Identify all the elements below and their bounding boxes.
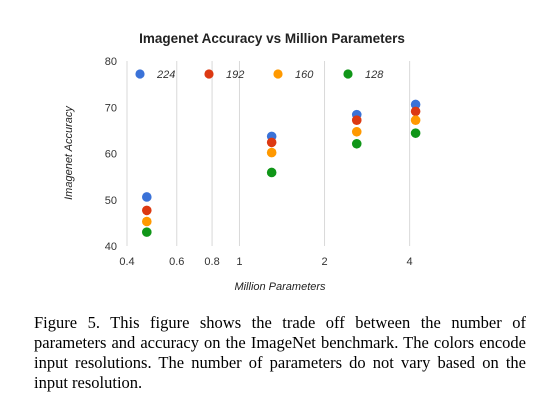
data-points [141, 99, 421, 237]
legend-label: 128 [365, 69, 384, 81]
legend-label: 224 [156, 69, 175, 81]
y-axis-ticks: 40 50 60 70 80 [105, 56, 117, 253]
data-point [351, 126, 362, 137]
x-axis-label: Million Parameters [234, 281, 326, 293]
data-point [141, 205, 152, 216]
legend-marker [273, 69, 283, 79]
x-tick-label: 1 [236, 256, 242, 268]
x-tick-label: 0.4 [119, 256, 134, 268]
data-point [351, 138, 362, 149]
data-point [351, 115, 362, 125]
data-point [266, 137, 277, 148]
y-tick-label: 50 [105, 195, 117, 207]
x-tick-label: 2 [321, 256, 327, 268]
y-tick-label: 60 [105, 149, 117, 161]
data-point [141, 227, 152, 237]
data-point [141, 192, 152, 202]
legend-marker [343, 69, 353, 79]
y-tick-label: 70 [105, 102, 117, 114]
data-point [410, 115, 421, 125]
y-tick-label: 80 [105, 56, 117, 68]
x-tick-label: 0.6 [169, 256, 184, 268]
data-point [266, 147, 277, 158]
x-tick-label: 4 [407, 256, 413, 268]
y-tick-label: 40 [105, 241, 117, 253]
legend-marker [204, 69, 214, 79]
legend-marker [135, 69, 145, 79]
data-point [141, 216, 152, 227]
y-axis-label: Imagenet Accuracy [63, 105, 75, 200]
chart-title: Imagenet Accuracy vs Million Parameters [139, 31, 405, 46]
scatter-chart: Imagenet Accuracy vs Million Parameters … [63, 31, 421, 293]
figure-caption: Figure 5. This figure shows the trade of… [34, 313, 526, 392]
data-point [266, 167, 277, 178]
legend-label: 160 [295, 69, 314, 81]
data-point [410, 128, 421, 138]
x-axis-ticks: 0.4 0.6 0.8 1 2 4 [119, 256, 412, 268]
x-tick-label: 0.8 [204, 256, 219, 268]
data-point [410, 106, 421, 117]
data-point [410, 99, 421, 110]
legend: 224 192 160 128 [135, 69, 384, 81]
grid-lines [126, 61, 411, 246]
legend-label: 192 [226, 69, 244, 81]
